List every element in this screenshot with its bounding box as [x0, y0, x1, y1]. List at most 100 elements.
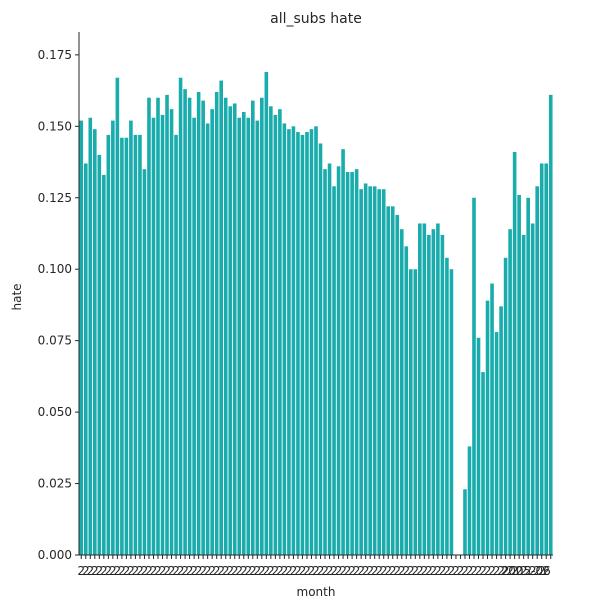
x-axis-label: month [297, 585, 336, 599]
x-tick-label-12: 2 [132, 564, 140, 578]
x-tick-label-23: 2 [181, 564, 189, 578]
bar-14 [142, 169, 147, 555]
x-tick-label-59: 2 [344, 564, 352, 578]
bar-20 [169, 109, 174, 555]
x-tick-label-93: 2 [497, 564, 505, 578]
bar-98 [521, 234, 526, 555]
x-tick-label-10: 2 [123, 564, 131, 578]
bar-60 [350, 172, 354, 556]
x-tick-label-31: 2 [217, 564, 225, 578]
bar-99 [526, 197, 530, 555]
x-tick-label-101: 2 [533, 564, 541, 578]
bar-65 [372, 186, 377, 555]
x-tick-label-76: 2 [421, 564, 429, 578]
bar-11 [129, 120, 133, 555]
x-tick-label-36: 2 [240, 564, 248, 578]
x-tick-label-55: 2 [326, 564, 334, 578]
x-tick-label-95: 2 [506, 564, 514, 578]
bar-68 [386, 206, 391, 555]
bar-9 [120, 137, 124, 556]
bar-97 [517, 194, 521, 555]
bar-80 [440, 234, 445, 555]
bar-42 [269, 106, 273, 555]
x-tick-label-67: 2 [380, 564, 388, 578]
bar-82 [449, 269, 454, 555]
x-tick-label-57: 2 [335, 564, 343, 578]
chart-title: all_subs hate [270, 11, 362, 27]
x-tick-label-79: 2 [434, 564, 442, 578]
bar-35 [237, 117, 242, 556]
x-tick-label-89: 2 [479, 564, 487, 578]
bar-15 [147, 97, 151, 555]
x-tick-label-69: 2 [389, 564, 397, 578]
y-tick-label-6: 0.150 [38, 119, 72, 133]
bar-36 [241, 112, 246, 556]
bar-52 [314, 126, 318, 555]
bar-29 [210, 109, 214, 555]
x-tick-label-41: 2 [263, 564, 271, 578]
bar-71 [399, 229, 404, 555]
x-tick-label-32: 2 [222, 564, 230, 578]
x-tick-label-19: 2 [163, 564, 171, 578]
y-axis-label: hate [10, 283, 24, 310]
bar-13 [138, 134, 142, 555]
y-tick-label-4: 0.100 [38, 262, 72, 276]
bar-58 [341, 149, 345, 556]
bar-23 [183, 89, 187, 555]
bar-101 [535, 186, 539, 555]
bar-48 [296, 132, 300, 555]
x-tick-label-14: 2 [141, 564, 149, 578]
x-tick-label-77: 2 [425, 564, 433, 578]
x-tick-label-50: 2 [303, 564, 311, 578]
x-tick-label-75: 2 [416, 564, 424, 578]
x-tick-label-8: 2 [114, 564, 122, 578]
bar-66 [377, 189, 381, 555]
bar-40 [260, 97, 264, 555]
x-tick-label-64: 2 [366, 564, 374, 578]
x-tick-label-34: 2 [231, 564, 239, 578]
x-tick-label-44: 2 [276, 564, 284, 578]
x-tick-label-74: 2 [411, 564, 419, 578]
bar-94 [503, 257, 508, 555]
bar-26 [196, 92, 201, 556]
x-tick-label-6: 2 [105, 564, 113, 578]
x-tick-label-97: 2 [515, 564, 523, 578]
bar-33 [228, 106, 233, 555]
bar-55 [327, 163, 332, 555]
x-tick-label-42: 2 [267, 564, 275, 578]
bar-18 [160, 114, 165, 555]
y-tick-label-2: 0.050 [38, 405, 72, 419]
x-tick-label-17: 2 [154, 564, 162, 578]
x-tick-label-15: 2 [145, 564, 153, 578]
x-tick-label-66: 2 [375, 564, 383, 578]
bar-31 [219, 80, 223, 555]
x-tick-label-78: 2 [430, 564, 438, 578]
bar-21 [174, 134, 178, 555]
x-tick-label-72: 2 [402, 564, 410, 578]
bar-74 [413, 269, 418, 555]
x-tick-label-29: 2 [208, 564, 216, 578]
x-tick-label-92: 2 [493, 564, 501, 578]
x-tick-label-81: 2 [443, 564, 451, 578]
bar-12 [133, 134, 138, 555]
bar-77 [427, 234, 431, 555]
bar-85 [463, 489, 467, 555]
bar-76 [422, 223, 427, 556]
x-tick-label-94: 2 [502, 564, 510, 578]
bar-5 [102, 174, 106, 555]
x-tick-label-49: 2 [299, 564, 307, 578]
bar-25 [192, 117, 196, 556]
x-tick-label-86: 2 [466, 564, 474, 578]
x-tick-label-4: 2 [95, 564, 103, 578]
bar-92 [494, 332, 499, 555]
x-tick-label-11: 2 [127, 564, 135, 578]
x-tick-label-100: 2 [529, 564, 537, 578]
x-tick-label-48: 2 [294, 564, 302, 578]
bar-43 [273, 114, 278, 555]
bar-57 [336, 166, 341, 555]
bar-100 [530, 223, 535, 556]
bar-86 [467, 446, 472, 555]
x-tick-label-103: 2 [542, 564, 550, 578]
x-tick-label-22: 2 [177, 564, 185, 578]
bar-22 [178, 77, 183, 555]
